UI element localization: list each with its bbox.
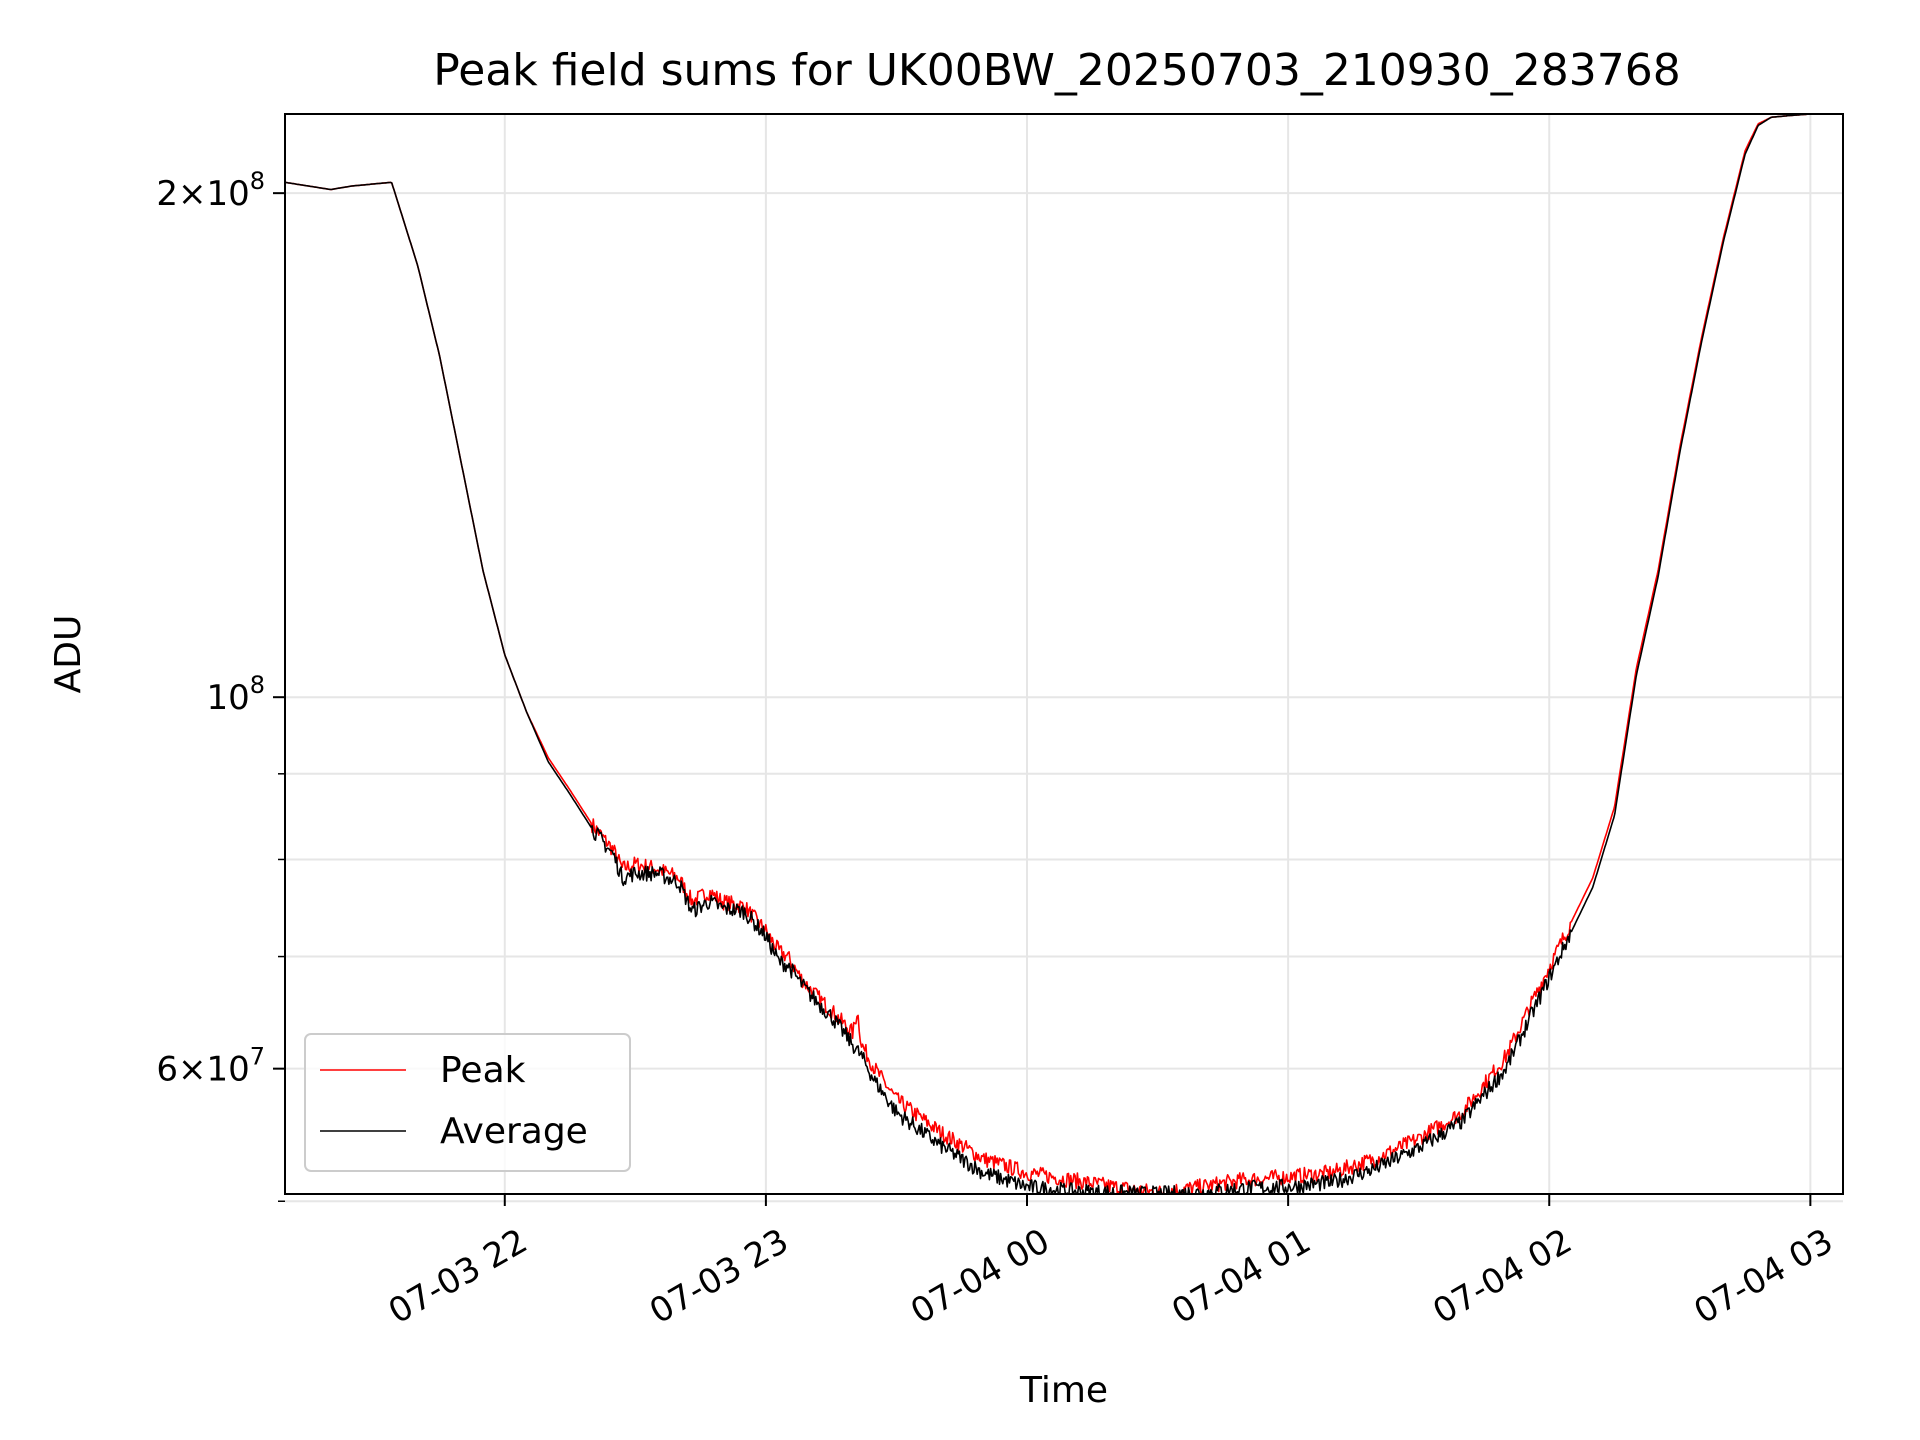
y-axis-label: ADU (48, 615, 89, 694)
legend-box (304, 1033, 631, 1172)
legend: Peak Average (304, 1033, 631, 1172)
grid (285, 114, 1843, 1203)
y-tick-label: 2×108 (156, 167, 265, 214)
legend-label-peak: Peak (440, 1050, 526, 1091)
y-axis: 2×108 108 6×107 (156, 167, 285, 1202)
y-tick-label: 6×107 (156, 1043, 265, 1090)
plot-area (285, 114, 1843, 1194)
plot-frame (284, 113, 1844, 1195)
series-line-average (285, 114, 1843, 1194)
chart-title: Peak field sums for UK00BW_20250703_2109… (433, 45, 1681, 96)
x-axis-label: Time (1019, 1370, 1108, 1411)
y-tick-label: 108 (206, 671, 265, 718)
legend-label-average: Average (440, 1111, 588, 1152)
